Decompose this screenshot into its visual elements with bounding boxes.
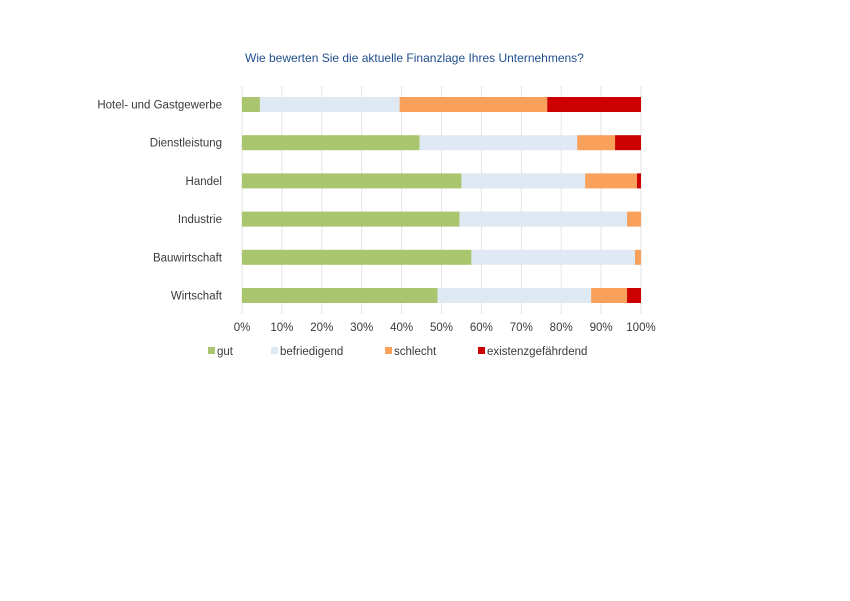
legend-label: existenzgefährdend: [487, 346, 587, 358]
x-tick-label: 70%: [510, 322, 533, 334]
category-label: Handel: [186, 176, 222, 188]
x-tick-label: 0%: [234, 322, 251, 334]
legend-swatch: [208, 347, 215, 354]
bar-segment: [461, 173, 586, 189]
x-tick-label: 40%: [390, 322, 413, 334]
grid-layer: [241, 86, 642, 314]
x-tick-label: 50%: [430, 322, 453, 334]
legend-label: befriedigend: [280, 346, 343, 358]
bar-segment: [242, 135, 420, 151]
bar-segment: [577, 135, 616, 151]
bar-segment: [627, 211, 641, 227]
legend-label: schlecht: [394, 346, 437, 358]
category-labels: Hotel- und Gastgewerbe Dienstleistung Hand…: [97, 100, 222, 303]
chart-title: Wie bewerten Sie die aktuelle Finanzlage…: [245, 51, 584, 65]
bar-segment: [242, 288, 438, 303]
bar-segment: [419, 135, 578, 151]
x-tick-label: 60%: [470, 322, 493, 334]
bar-segment: [242, 97, 260, 112]
category-label: Bauwirtschaft: [153, 252, 223, 264]
bar-segment: [242, 249, 472, 265]
x-tick-label: 10%: [270, 322, 293, 334]
x-tick-label: 90%: [590, 322, 613, 334]
bar-segment: [437, 288, 592, 303]
x-tick-label: 20%: [310, 322, 333, 334]
bar-segment: [637, 173, 641, 189]
bar-segment: [627, 288, 641, 303]
bar-segment: [635, 249, 641, 265]
bar-segment: [459, 211, 628, 227]
x-tick-label: 100%: [626, 322, 655, 334]
legend-swatch: [478, 347, 485, 354]
legend-label: gut: [217, 346, 234, 358]
x-tick-label: 30%: [350, 322, 373, 334]
legend: gut befriedigend schlecht existenzgefährden…: [208, 346, 587, 358]
legend-swatch: [271, 347, 278, 354]
bar-segment: [242, 211, 460, 227]
legend-swatch: [385, 347, 392, 354]
bar-segment: [547, 97, 641, 112]
category-label: Wirtschaft: [171, 291, 223, 303]
bar-segment: [471, 249, 636, 265]
x-tick-label: 80%: [550, 322, 573, 334]
category-label: Industrie: [178, 214, 222, 226]
bar-segment: [259, 97, 400, 112]
x-axis: 0% 10% 20% 30% 40% 50% 60% 70% 80% 90% 100%: [234, 322, 656, 334]
bar-segment: [585, 173, 638, 189]
bar-segment: [399, 97, 548, 112]
bars-layer: [242, 97, 641, 303]
category-label: Hotel- und Gastgewerbe: [97, 100, 222, 112]
bar-segment: [615, 135, 641, 151]
category-label: Dienstleistung: [150, 138, 222, 150]
bar-segment: [242, 173, 462, 189]
bar-segment: [591, 288, 628, 303]
